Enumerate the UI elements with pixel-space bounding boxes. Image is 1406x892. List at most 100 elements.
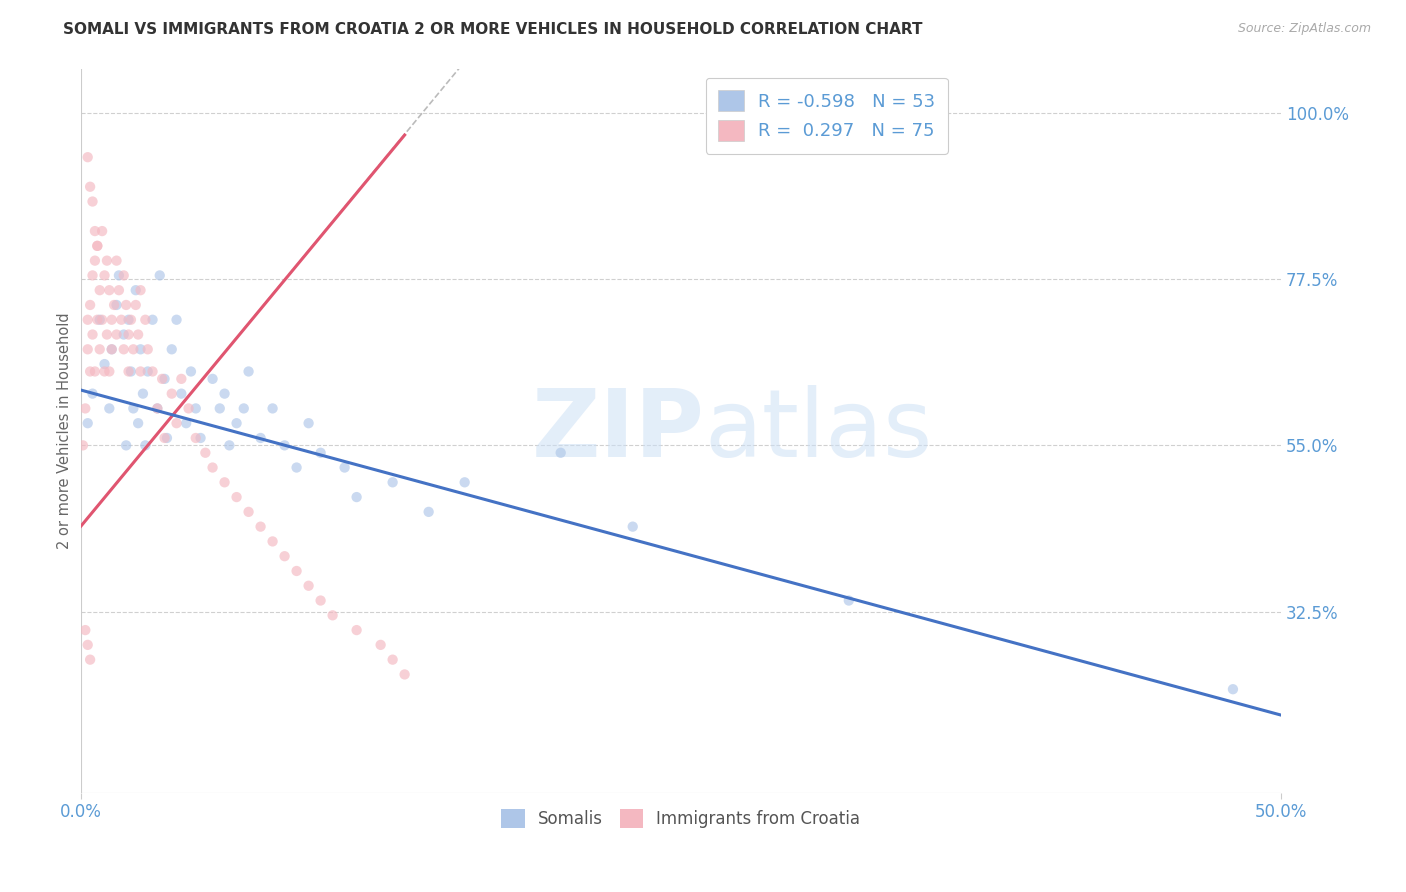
Point bbox=[453, 475, 475, 490]
Point bbox=[115, 438, 138, 452]
Point bbox=[273, 438, 295, 452]
Point bbox=[150, 372, 173, 386]
Point bbox=[285, 460, 308, 475]
Point bbox=[82, 268, 104, 283]
Point bbox=[249, 519, 271, 533]
Point bbox=[153, 431, 176, 445]
Point bbox=[122, 401, 145, 416]
Point bbox=[89, 312, 111, 326]
Y-axis label: 2 or more Vehicles in Household: 2 or more Vehicles in Household bbox=[58, 312, 72, 549]
Point bbox=[838, 593, 860, 607]
Point bbox=[96, 253, 118, 268]
Point bbox=[72, 438, 94, 452]
Point bbox=[238, 505, 260, 519]
Point bbox=[98, 364, 121, 378]
Point bbox=[120, 312, 142, 326]
Point bbox=[129, 283, 152, 297]
Point bbox=[346, 623, 368, 637]
Point bbox=[127, 416, 149, 430]
Point bbox=[79, 364, 101, 378]
Point bbox=[156, 431, 179, 445]
Point bbox=[89, 343, 111, 357]
Point bbox=[134, 312, 156, 326]
Point bbox=[96, 327, 118, 342]
Point bbox=[170, 386, 193, 401]
Point bbox=[262, 401, 284, 416]
Point bbox=[122, 343, 145, 357]
Point bbox=[418, 505, 440, 519]
Point bbox=[160, 343, 183, 357]
Point bbox=[194, 446, 217, 460]
Point bbox=[170, 372, 193, 386]
Point bbox=[91, 224, 114, 238]
Point bbox=[86, 239, 108, 253]
Point bbox=[93, 364, 115, 378]
Point bbox=[86, 239, 108, 253]
Point bbox=[84, 224, 107, 238]
Point bbox=[273, 549, 295, 564]
Point bbox=[201, 372, 224, 386]
Point bbox=[84, 364, 107, 378]
Point bbox=[238, 364, 260, 378]
Point bbox=[108, 268, 131, 283]
Point bbox=[129, 364, 152, 378]
Point bbox=[141, 312, 163, 326]
Point bbox=[120, 364, 142, 378]
Point bbox=[297, 416, 319, 430]
Point bbox=[550, 446, 572, 460]
Point bbox=[112, 268, 135, 283]
Point bbox=[394, 667, 416, 681]
Point bbox=[82, 194, 104, 209]
Point bbox=[333, 460, 356, 475]
Point bbox=[117, 312, 139, 326]
Point bbox=[285, 564, 308, 578]
Point bbox=[110, 312, 132, 326]
Point bbox=[214, 475, 236, 490]
Point bbox=[136, 364, 159, 378]
Point bbox=[146, 401, 169, 416]
Point bbox=[127, 327, 149, 342]
Point bbox=[132, 386, 155, 401]
Point bbox=[125, 298, 148, 312]
Point bbox=[84, 253, 107, 268]
Point bbox=[297, 579, 319, 593]
Point bbox=[184, 431, 207, 445]
Point bbox=[180, 364, 202, 378]
Point bbox=[322, 608, 344, 623]
Point bbox=[86, 312, 108, 326]
Point bbox=[218, 438, 240, 452]
Point bbox=[201, 460, 224, 475]
Point bbox=[79, 298, 101, 312]
Point bbox=[262, 534, 284, 549]
Point bbox=[153, 372, 176, 386]
Point bbox=[129, 343, 152, 357]
Point bbox=[125, 283, 148, 297]
Point bbox=[91, 312, 114, 326]
Point bbox=[93, 357, 115, 371]
Text: SOMALI VS IMMIGRANTS FROM CROATIA 2 OR MORE VEHICLES IN HOUSEHOLD CORRELATION CH: SOMALI VS IMMIGRANTS FROM CROATIA 2 OR M… bbox=[63, 22, 922, 37]
Point bbox=[82, 327, 104, 342]
Point bbox=[225, 416, 247, 430]
Point bbox=[100, 312, 122, 326]
Point bbox=[136, 343, 159, 357]
Point bbox=[346, 490, 368, 504]
Point bbox=[309, 446, 332, 460]
Point bbox=[105, 298, 128, 312]
Point bbox=[232, 401, 254, 416]
Point bbox=[117, 327, 139, 342]
Point bbox=[184, 401, 207, 416]
Point bbox=[82, 386, 104, 401]
Point bbox=[146, 401, 169, 416]
Point bbox=[149, 268, 172, 283]
Point bbox=[166, 416, 188, 430]
Point bbox=[166, 312, 188, 326]
Point bbox=[76, 150, 98, 164]
Point bbox=[621, 519, 644, 533]
Point bbox=[134, 438, 156, 452]
Point bbox=[105, 327, 128, 342]
Point bbox=[117, 364, 139, 378]
Legend: Somalis, Immigrants from Croatia: Somalis, Immigrants from Croatia bbox=[495, 803, 868, 835]
Point bbox=[93, 268, 115, 283]
Point bbox=[108, 283, 131, 297]
Point bbox=[76, 416, 98, 430]
